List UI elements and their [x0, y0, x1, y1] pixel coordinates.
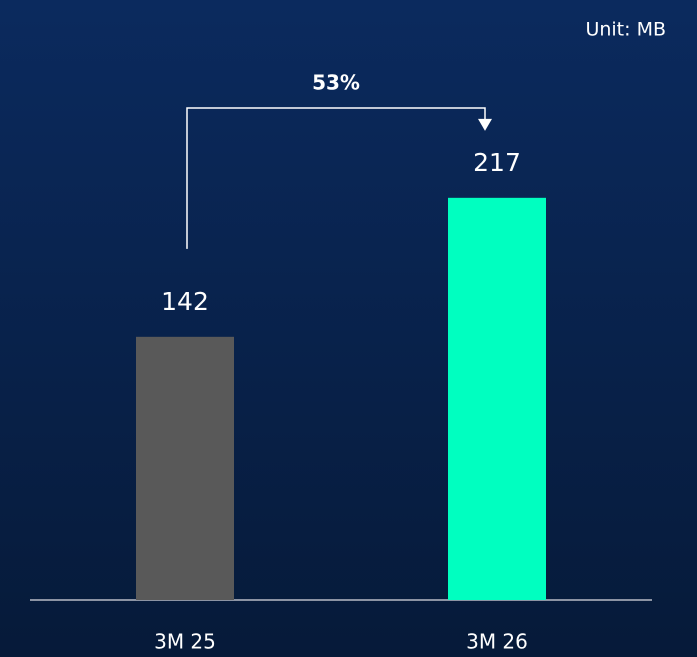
unit-label: Unit: MB	[585, 19, 666, 41]
bar	[448, 197, 546, 600]
value-label: 217	[473, 148, 521, 177]
growth-annotation: 53%	[312, 71, 360, 95]
x-tick-label: 3M 26	[466, 630, 528, 654]
value-label: 142	[161, 287, 209, 316]
growth-arrow-line	[186, 107, 486, 249]
x-tick-label: 3M 25	[154, 630, 216, 654]
bar	[136, 336, 234, 600]
growth-arrow-head	[478, 118, 492, 131]
